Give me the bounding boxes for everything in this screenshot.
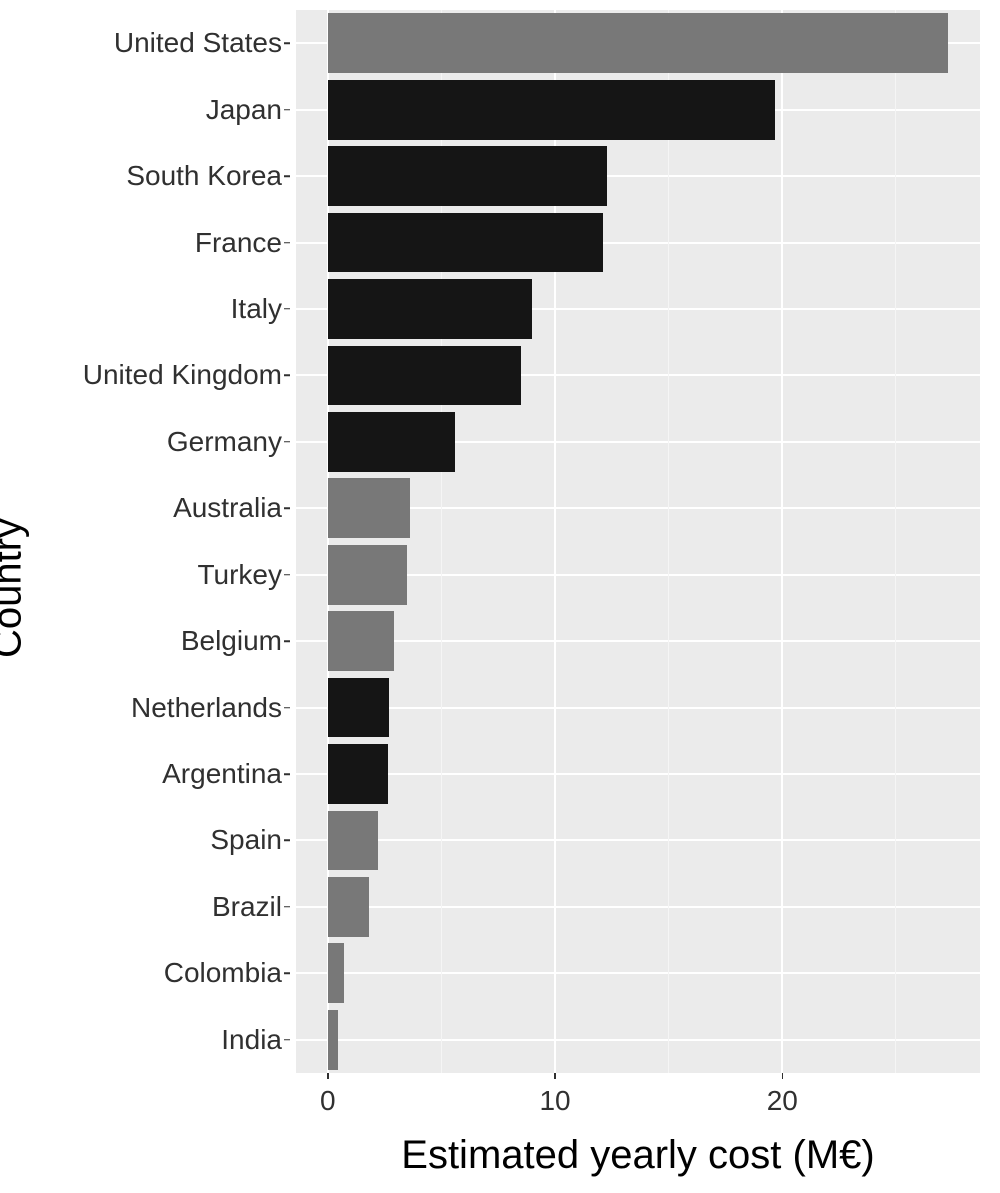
- grid-major-h: [296, 707, 980, 709]
- bar: [328, 877, 369, 937]
- x-axis-tick: [327, 1073, 329, 1079]
- y-axis-tick-label: United Kingdom: [83, 359, 282, 391]
- grid-major-h: [296, 906, 980, 908]
- grid-major-h: [296, 640, 980, 642]
- y-axis-tick-label: United States: [114, 27, 282, 59]
- y-axis-tick-label: Argentina: [162, 758, 282, 790]
- bar: [328, 744, 388, 804]
- y-axis-tick-label: Netherlands: [131, 692, 282, 724]
- grid-major-h: [296, 972, 980, 974]
- grid-major-h: [296, 1039, 980, 1041]
- x-axis-tick-label: 20: [767, 1085, 798, 1117]
- y-axis-tick: [284, 840, 290, 842]
- bar: [328, 478, 410, 538]
- chart-container: Country United States Japan South Korea Fra…: [0, 0, 1000, 1193]
- bar: [328, 678, 389, 738]
- bar: [328, 213, 603, 273]
- y-axis-tick-label: South Korea: [126, 160, 282, 192]
- y-axis-tick-label: Brazil: [212, 891, 282, 923]
- bar: [328, 611, 394, 671]
- bar: [328, 545, 408, 605]
- y-axis-tick: [284, 906, 290, 908]
- bar: [328, 80, 776, 140]
- y-axis-tick: [284, 508, 290, 510]
- grid-major-v: [781, 10, 783, 1073]
- y-axis-tick-label: India: [221, 1024, 282, 1056]
- y-axis-tick: [284, 1039, 290, 1041]
- x-axis-tick-label: 10: [539, 1085, 570, 1117]
- y-axis-tick: [284, 175, 290, 177]
- bar: [328, 146, 608, 206]
- y-axis-tick-label: Australia: [173, 492, 282, 524]
- y-axis-tick: [284, 973, 290, 975]
- y-axis-tick-label: France: [195, 227, 282, 259]
- y-axis-tick-label: Italy: [231, 293, 282, 325]
- y-axis-tick-label: Colombia: [164, 957, 282, 989]
- y-axis-tick: [284, 375, 290, 377]
- bar: [328, 279, 533, 339]
- x-axis-tick-label: 0: [320, 1085, 336, 1117]
- y-axis-tick-label: Germany: [167, 426, 282, 458]
- grid-major-h: [296, 839, 980, 841]
- grid-major-h: [296, 773, 980, 775]
- chart-panel: 01020: [296, 10, 980, 1073]
- bar: [328, 811, 378, 871]
- y-axis-tick-label: Spain: [210, 824, 282, 856]
- y-axis-tick: [284, 441, 290, 443]
- y-axis-tick: [284, 574, 290, 576]
- bar: [328, 1010, 338, 1070]
- y-axis-tick: [284, 109, 290, 111]
- grid-minor-v: [895, 10, 896, 1073]
- bar: [328, 412, 455, 472]
- y-axis-tick: [284, 773, 290, 775]
- y-axis-tick-label: Turkey: [197, 559, 282, 591]
- y-axis-tick-label: Japan: [206, 94, 282, 126]
- y-axis-tick-label: Belgium: [181, 625, 282, 657]
- bar: [328, 13, 948, 73]
- y-axis-labels: United States Japan South Korea France Italy…: [60, 10, 290, 1073]
- bar: [328, 943, 344, 1003]
- y-axis-tick: [284, 242, 290, 244]
- x-axis-title: Estimated yearly cost (M€): [296, 1133, 980, 1178]
- y-axis-tick: [284, 707, 290, 709]
- y-axis-tick: [284, 42, 290, 44]
- y-axis-title: Country: [0, 517, 31, 657]
- bar: [328, 346, 521, 406]
- y-axis-tick: [284, 308, 290, 310]
- y-axis-tick: [284, 640, 290, 642]
- x-axis-tick: [782, 1073, 784, 1079]
- x-axis-tick: [554, 1073, 556, 1079]
- plot-area: United States Japan South Korea France Italy…: [60, 10, 980, 1073]
- grid-minor-v: [668, 10, 669, 1073]
